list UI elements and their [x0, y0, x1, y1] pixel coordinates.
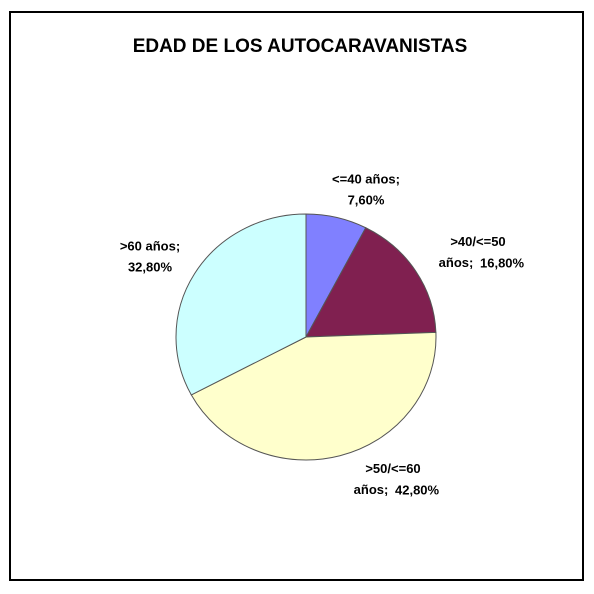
- data-label-category: >50/<=60 años;: [354, 461, 421, 497]
- data-label-category: >40/<=50 años;: [439, 234, 506, 270]
- data-label-value: 16,80%: [480, 255, 525, 270]
- label-line: >50/<=60: [365, 461, 420, 476]
- chart-title: EDAD DE LOS AUTOCARAVANISTAS: [133, 36, 468, 57]
- label-line: >40/<=50: [450, 234, 505, 249]
- data-label-value: 7,60%: [348, 192, 385, 207]
- label-line: años;: [354, 482, 389, 497]
- data-label-category: <=40 años;: [332, 171, 400, 186]
- data-label-value: 42,80%: [395, 482, 440, 497]
- pie-slice: [305, 227, 437, 338]
- pie-slice: [175, 213, 307, 396]
- label-line: años;: [439, 255, 474, 270]
- data-label-category: >60 años;: [120, 238, 180, 253]
- data-label-value: 32,80%: [128, 259, 173, 274]
